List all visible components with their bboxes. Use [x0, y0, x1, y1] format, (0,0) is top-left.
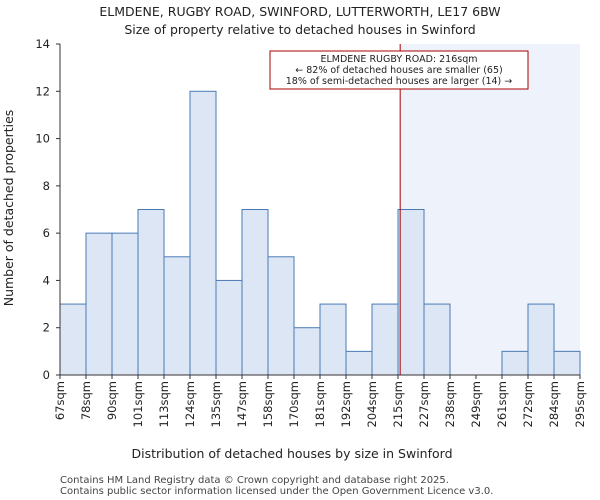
x-tick-label: 135sqm: [209, 381, 223, 427]
footer-line-1: Contains HM Land Registry data © Crown c…: [60, 475, 449, 486]
x-tick-label: 295sqm: [573, 381, 587, 427]
y-tick-label: 14: [35, 37, 50, 51]
bar-261sqm: [501, 350, 529, 376]
y-tick-label: 8: [43, 179, 50, 193]
bar-192sqm: [345, 350, 373, 376]
bar-284sqm: [553, 350, 581, 376]
bar-67sqm: [59, 303, 87, 376]
x-tick-label: 158sqm: [261, 381, 275, 427]
bar-90sqm: [111, 232, 139, 376]
y-tick-label: 2: [43, 321, 50, 335]
x-tick-label: 261sqm: [495, 381, 509, 427]
bar-181sqm: [319, 303, 347, 376]
x-tick-label: 215sqm: [391, 381, 405, 427]
x-tick-label: 124sqm: [183, 381, 197, 427]
chart-subtitle: Size of property relative to detached ho…: [124, 22, 475, 37]
y-axis-label: Number of detached properties: [1, 110, 16, 307]
x-tick-label: 249sqm: [469, 381, 483, 427]
x-tick-label: 78sqm: [79, 381, 93, 420]
x-tick-label: 67sqm: [53, 381, 67, 420]
y-tick-label: 4: [43, 273, 50, 287]
x-tick-label: 90sqm: [105, 381, 119, 420]
bar-272sqm: [527, 303, 555, 376]
x-tick-label: 192sqm: [339, 381, 353, 427]
annotation-line-2: ← 82% of detached houses are smaller (65…: [295, 65, 502, 76]
y-ticks-group: 0 2 4 6 8 10 12 14: [35, 37, 60, 382]
footer-line-2: Contains public sector information licen…: [60, 486, 493, 497]
x-tick-label: 204sqm: [365, 381, 379, 427]
x-axis-label: Distribution of detached houses by size …: [131, 446, 452, 461]
x-tick-label: 113sqm: [157, 381, 171, 427]
x-tick-label: 170sqm: [287, 381, 301, 427]
annotation-line-3: 18% of semi-detached houses are larger (…: [286, 76, 513, 87]
bar-204sqm: [371, 303, 399, 376]
x-tick-label: 147sqm: [235, 381, 249, 427]
x-tick-label: 284sqm: [547, 381, 561, 427]
y-tick-label: 6: [43, 226, 50, 240]
bar-147sqm: [241, 209, 269, 376]
x-tick-label: 272sqm: [521, 381, 535, 427]
bar-215sqm: [397, 209, 425, 376]
bar-113sqm: [163, 256, 191, 376]
x-tick-label: 101sqm: [131, 381, 145, 427]
bar-227sqm: [423, 303, 451, 376]
x-ticks-group: 67sqm 78sqm 90sqm 101sqm 113sqm 124sqm 135sqm 1…: [53, 375, 587, 427]
x-tick-label: 181sqm: [313, 381, 327, 427]
x-tick-label: 227sqm: [417, 381, 431, 427]
bar-124sqm: [189, 90, 217, 376]
y-tick-label: 10: [35, 132, 50, 146]
annotation-frame: [269, 50, 529, 90]
bar-170sqm: [293, 327, 321, 376]
bar-135sqm: [215, 279, 243, 376]
bar-101sqm: [137, 209, 165, 376]
chart-title: ELMDENE, RUGBY ROAD, SWINFORD, LUTTERWOR…: [99, 4, 500, 19]
y-tick-label: 0: [43, 368, 50, 382]
annotation-line-1: ELMDENE RUGBY ROAD: 216sqm: [321, 54, 478, 65]
bar-78sqm: [85, 232, 113, 376]
annotation-box: ELMDENE RUGBY ROAD: 216sqm ← 82% of deta…: [269, 50, 529, 90]
y-tick-label: 12: [35, 84, 50, 98]
x-tick-label: 238sqm: [443, 381, 457, 427]
bar-158sqm: [267, 256, 295, 376]
bars-group: [59, 90, 581, 376]
